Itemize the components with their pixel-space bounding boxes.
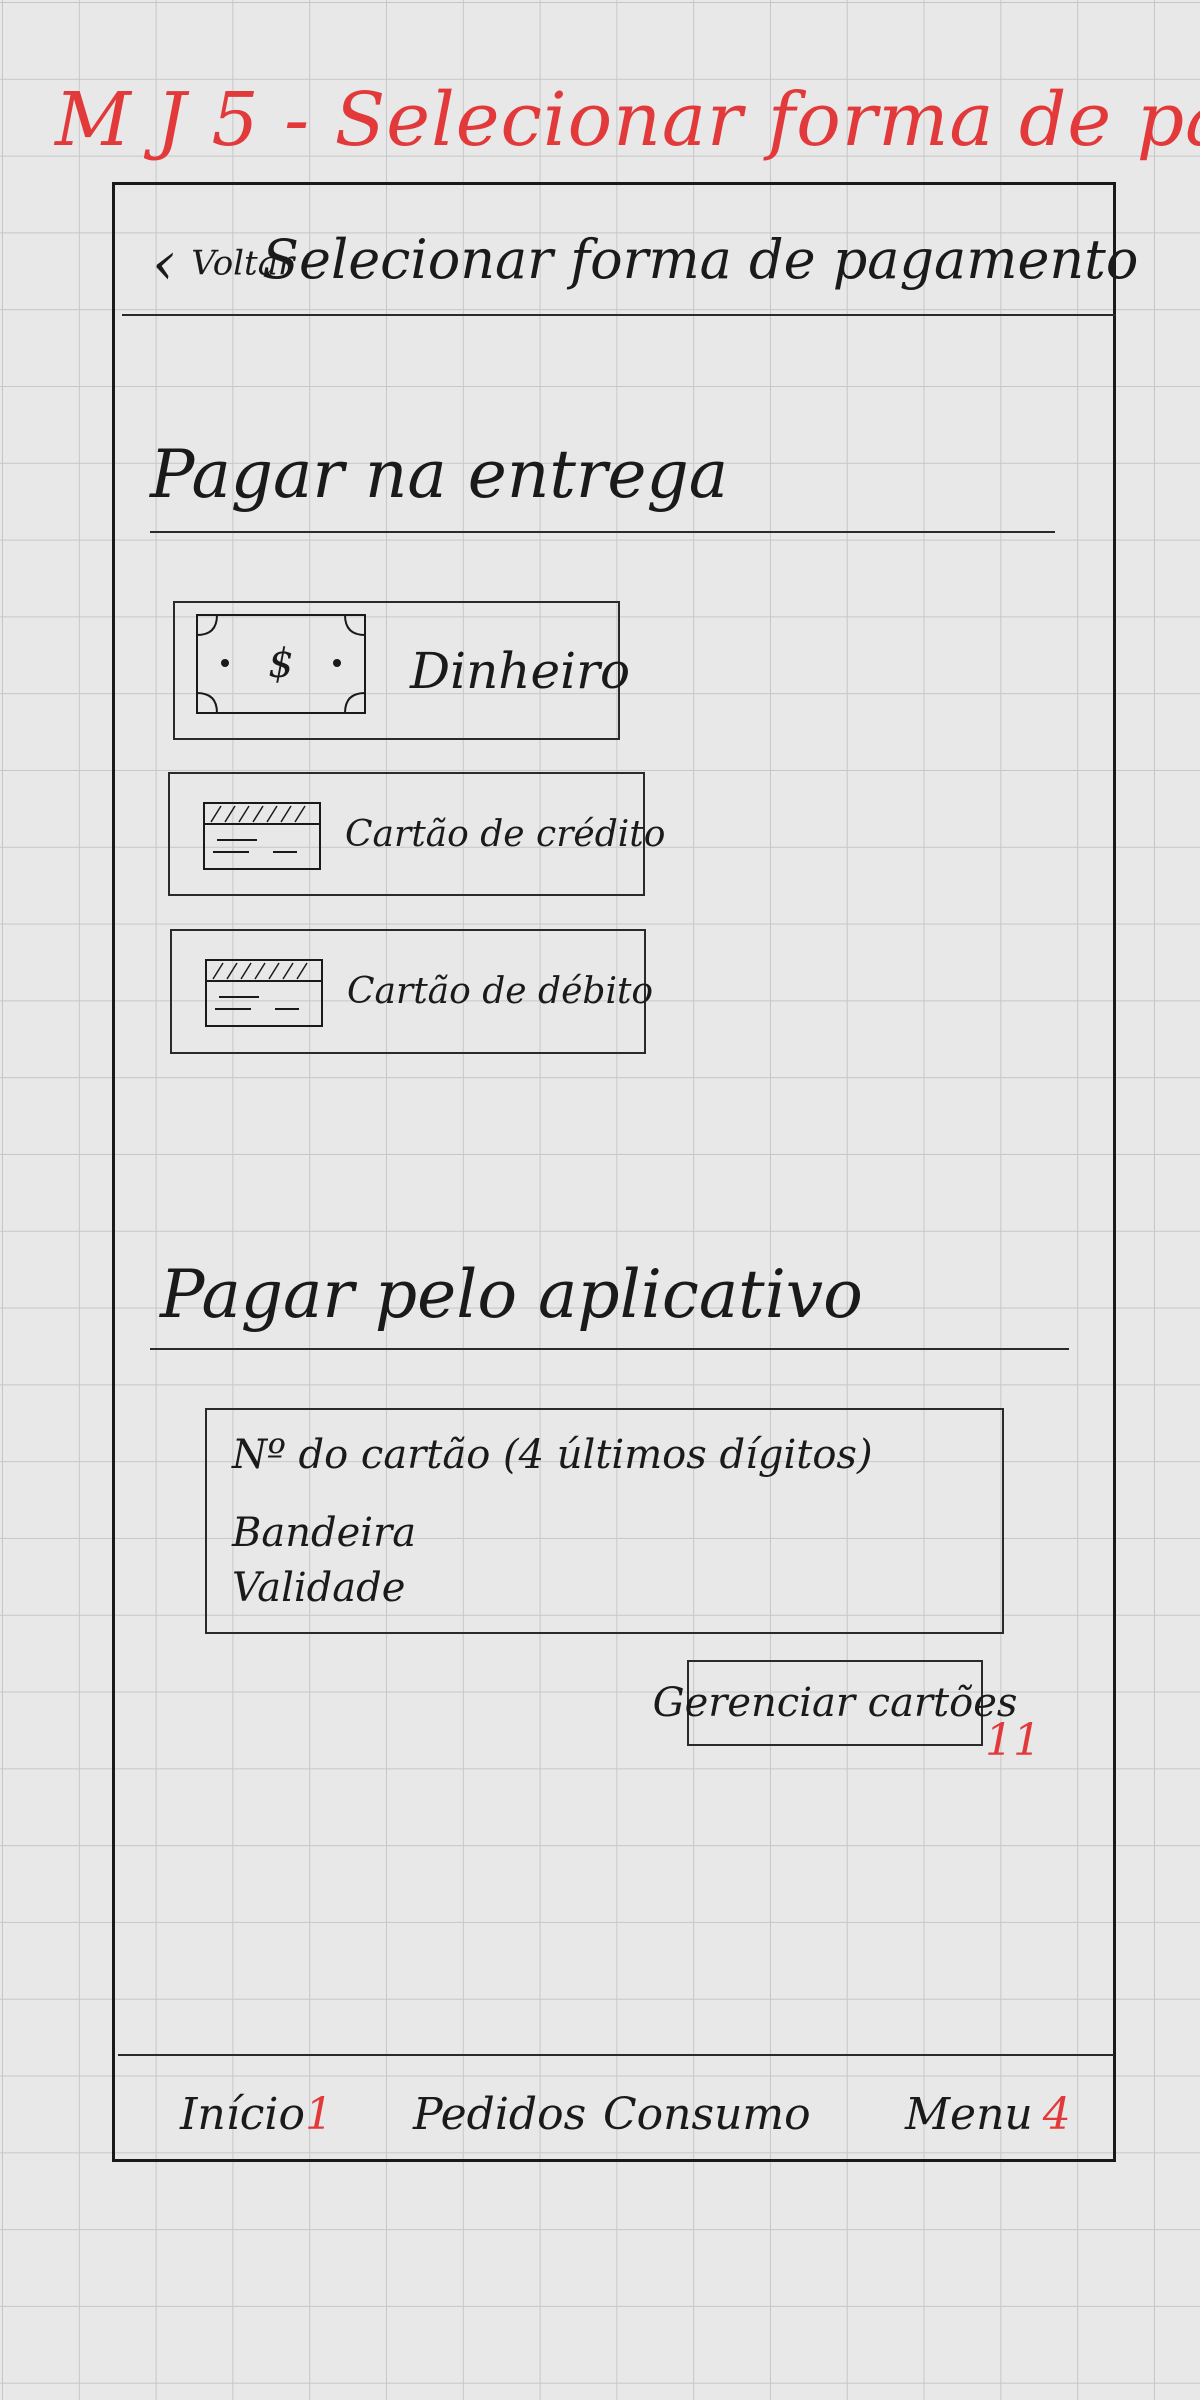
section-title-pay-on-delivery: Pagar na entrega [150, 436, 729, 513]
svg-text:$: $ [268, 641, 293, 687]
page-title: Selecionar forma de pagamento [262, 228, 1139, 291]
saved-card-box[interactable]: Nº do cartão (4 últimos dígitos) Bandeir… [205, 1408, 1004, 1634]
back-label: Voltar [191, 243, 295, 284]
section-title-pay-in-app: Pagar pelo aplicativo [160, 1256, 863, 1333]
nav-item-label: Pedidos [413, 2089, 587, 2140]
payment-option-label: Dinheiro [410, 641, 631, 700]
annotation-number: 4 [1042, 2089, 1071, 2140]
card-number-field[interactable]: Nº do cartão (4 últimos dígitos) [232, 1432, 873, 1478]
nav-item-menu[interactable]: Menu 4 [905, 2080, 1071, 2150]
payment-option-label: Cartão de débito [347, 971, 654, 1012]
payment-option-credit-card[interactable]: Cartão de crédito [168, 772, 665, 896]
card-brand-field[interactable]: Bandeira [232, 1510, 417, 1556]
nav-item-label: Início [180, 2089, 305, 2140]
card-validity-field[interactable]: Validade [232, 1565, 406, 1611]
nav-item-label: Menu [905, 2089, 1033, 2140]
chevron-left-icon: ‹ [152, 228, 176, 299]
cash-bill-icon: $ [196, 614, 366, 714]
payment-option-cash[interactable]: $ Dinheiro [173, 601, 630, 740]
payment-option-debit-card[interactable]: Cartão de débito [170, 929, 653, 1054]
bottom-nav-divider [118, 2054, 1114, 2056]
sketch-title: M J 5 - Selecionar forma de pagamento [55, 77, 1200, 163]
section-divider [150, 1348, 1069, 1350]
manage-cards-button[interactable]: Gerenciar cartões [653, 1660, 1017, 1746]
nav-item-pedidos[interactable]: Pedidos [413, 2080, 586, 2150]
payment-option-label: Cartão de crédito [345, 813, 666, 855]
credit-card-icon [203, 802, 321, 870]
nav-item-inicio[interactable]: Início1 [180, 2080, 333, 2150]
phone-frame [112, 182, 1116, 2162]
back-button[interactable]: ‹ Voltar [152, 220, 294, 300]
section-divider [150, 531, 1055, 533]
annotation-number: 1 [305, 2089, 333, 2140]
annotation-number: 11 [985, 1715, 1041, 1766]
debit-card-icon [205, 959, 323, 1027]
nav-item-label: Consumo [603, 2089, 811, 2140]
header-divider [122, 314, 1116, 316]
nav-item-consumo[interactable]: Consumo [603, 2080, 811, 2150]
